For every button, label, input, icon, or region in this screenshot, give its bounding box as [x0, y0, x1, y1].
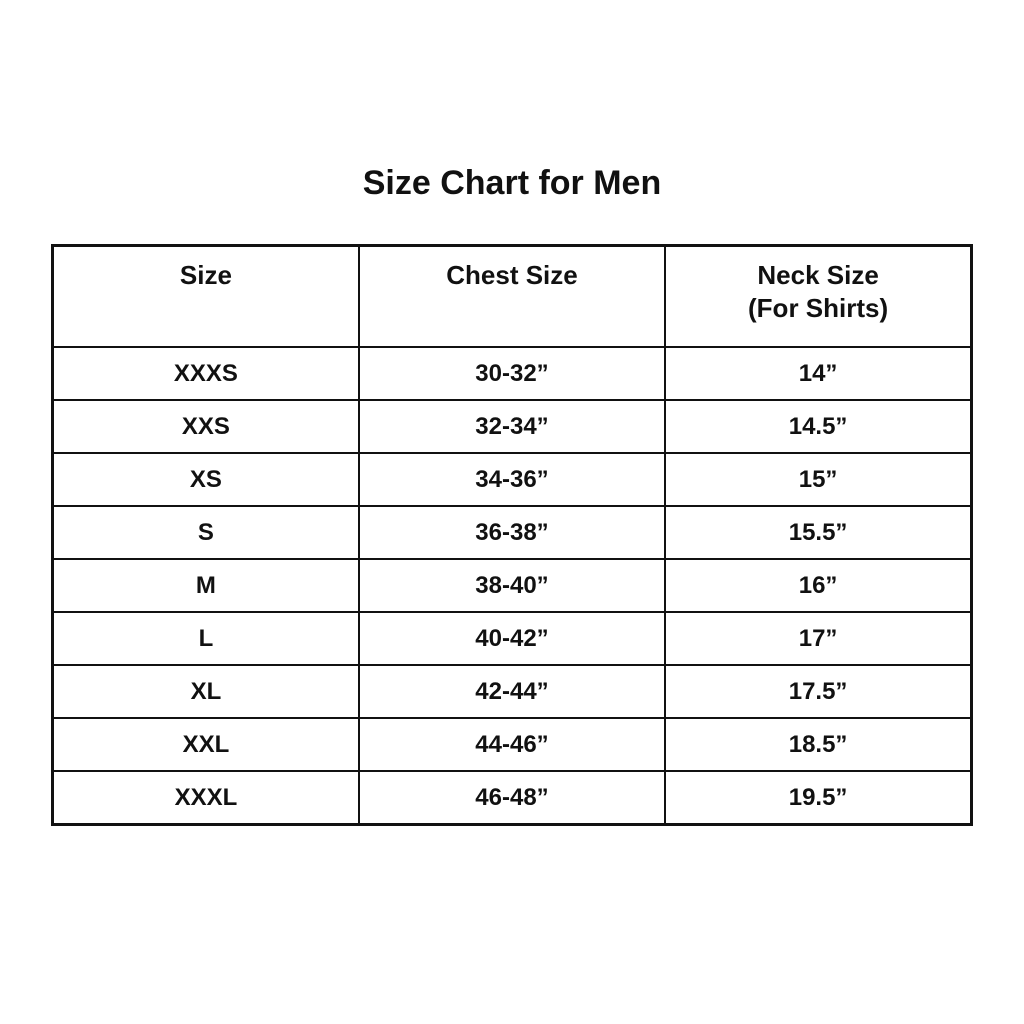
table-row: XXXL 46-48” 19.5”	[51, 770, 973, 826]
table-body: XXXS 30-32” 14” XXS 32-34” 14.5” XS 34-3…	[51, 346, 973, 826]
table-row: XXL 44-46” 18.5”	[51, 717, 973, 772]
column-header-chest-size: Chest Size	[357, 244, 667, 348]
cell-chest-size: 32-34”	[357, 399, 667, 454]
column-header-size-label: Size	[179, 260, 232, 290]
table-row: XXS 32-34” 14.5”	[51, 399, 973, 454]
cell-chest-size: 34-36”	[357, 452, 667, 507]
size-chart-table: Size Chest Size Neck Size (For Shirts) X…	[51, 244, 973, 826]
page-title: Size Chart for Men	[362, 164, 662, 202]
cell-size: M	[51, 558, 360, 613]
cell-chest-size: 42-44”	[357, 664, 667, 719]
cell-size: XXXS	[51, 346, 360, 401]
cell-neck-size: 17.5”	[664, 664, 973, 719]
table-row: L 40-42” 17”	[51, 611, 973, 666]
cell-chest-size: 38-40”	[357, 558, 667, 613]
cell-size: XL	[51, 664, 360, 719]
cell-chest-size: 40-42”	[357, 611, 667, 666]
cell-neck-size: 14.5”	[664, 399, 973, 454]
cell-neck-size: 17”	[664, 611, 973, 666]
cell-neck-size: 19.5”	[664, 770, 973, 826]
column-header-neck-size: Neck Size (For Shirts)	[664, 244, 973, 348]
cell-chest-size: 46-48”	[357, 770, 667, 826]
cell-neck-size: 16”	[664, 558, 973, 613]
table-row: XXXS 30-32” 14”	[51, 346, 973, 401]
cell-size: S	[51, 505, 360, 560]
cell-size: XXS	[51, 399, 360, 454]
cell-chest-size: 36-38”	[357, 505, 667, 560]
cell-neck-size: 15.5”	[664, 505, 973, 560]
cell-size: L	[51, 611, 360, 666]
table-row: XS 34-36” 15”	[51, 452, 973, 507]
cell-size: XXXL	[51, 770, 360, 826]
table-row: M 38-40” 16”	[51, 558, 973, 613]
cell-chest-size: 30-32”	[357, 346, 667, 401]
cell-size: XXL	[51, 717, 360, 772]
column-header-size: Size	[51, 244, 360, 348]
column-header-neck-size-label: Neck Size	[757, 260, 879, 290]
table-row: S 36-38” 15.5”	[51, 505, 973, 560]
column-header-chest-size-label: Chest Size	[446, 260, 578, 290]
table-head: Size Chest Size Neck Size (For Shirts)	[51, 244, 973, 348]
cell-neck-size: 14”	[664, 346, 973, 401]
table-header-row: Size Chest Size Neck Size (For Shirts)	[51, 244, 973, 348]
cell-neck-size: 15”	[664, 452, 973, 507]
cell-chest-size: 44-46”	[357, 717, 667, 772]
cell-neck-size: 18.5”	[664, 717, 973, 772]
column-header-neck-size-sublabel: (For Shirts)	[748, 293, 889, 323]
table-row: XL 42-44” 17.5”	[51, 664, 973, 719]
cell-size: XS	[51, 452, 360, 507]
